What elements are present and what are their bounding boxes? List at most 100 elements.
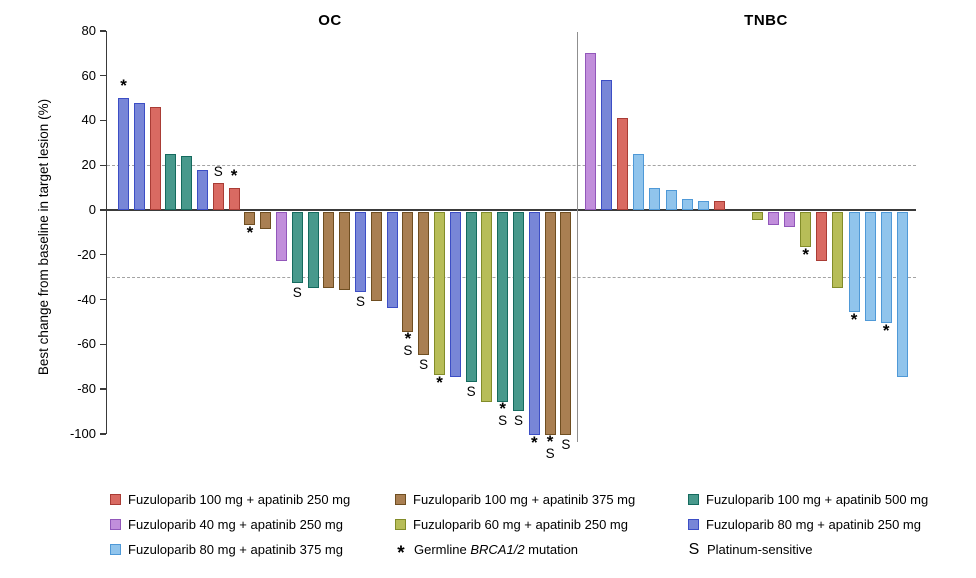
bar bbox=[402, 211, 414, 333]
bar bbox=[832, 211, 844, 288]
bar-marker: S bbox=[498, 412, 508, 428]
bar bbox=[434, 211, 445, 375]
y-tick-label: -100 bbox=[69, 425, 96, 441]
bar bbox=[370, 211, 382, 302]
bar bbox=[212, 183, 224, 210]
bar-marker: S bbox=[403, 343, 413, 359]
bar bbox=[697, 201, 709, 210]
bar bbox=[896, 211, 908, 378]
bar bbox=[784, 211, 796, 228]
reference-line bbox=[107, 165, 916, 167]
legend-column: Fuzuloparib 100 mg + apatinib 250 mg Fuzu… bbox=[110, 487, 350, 562]
brca-asterisk-symbol: * bbox=[397, 542, 405, 564]
bar bbox=[528, 211, 540, 436]
y-axis-tick bbox=[99, 119, 106, 122]
y-axis-tick bbox=[99, 254, 106, 256]
y-axis-tick bbox=[99, 343, 106, 346]
y-tick-label: 20 bbox=[81, 157, 96, 173]
bar-marker: * bbox=[404, 329, 412, 349]
legend: Fuzuloparib 100 mg + apatinib 250 mg Fuzu… bbox=[0, 487, 976, 572]
legend-column: Fuzuloparib 100 mg + apatinib 375 mg Fuzu… bbox=[395, 487, 635, 564]
bar-marker: * bbox=[546, 432, 554, 452]
bar bbox=[633, 154, 645, 210]
legend-item-fz80_ap375: Fuzuloparib 80 mg + apatinib 375 mg bbox=[110, 537, 350, 562]
y-tick-label: 60 bbox=[81, 67, 96, 83]
y-tick-label: 0 bbox=[88, 202, 96, 217]
y-axis-tick bbox=[99, 388, 106, 390]
bar-marker: S bbox=[513, 412, 523, 428]
bar bbox=[880, 211, 892, 324]
legend-label: Fuzuloparib 60 mg + apatinib 250 mg bbox=[413, 517, 628, 532]
legend-label: Platinum-sensitive bbox=[707, 542, 813, 557]
legend-swatch bbox=[395, 519, 406, 530]
legend-label: Germline BRCA1/2 mutation bbox=[414, 542, 579, 557]
legend-label: Fuzuloparib 40 mg + apatinib 250 mg bbox=[128, 517, 343, 532]
bar bbox=[228, 187, 240, 210]
bar bbox=[323, 211, 335, 288]
y-axis-tick bbox=[99, 298, 106, 301]
bar bbox=[751, 211, 763, 221]
bar bbox=[465, 211, 477, 382]
bar-marker: S bbox=[292, 285, 302, 301]
bar-marker: * bbox=[499, 398, 506, 418]
bar-marker: S bbox=[466, 383, 476, 399]
bar-marker: S bbox=[545, 446, 555, 462]
bar bbox=[418, 211, 430, 355]
legend-label: Fuzuloparib 100 mg + apatinib 250 mg bbox=[128, 492, 351, 507]
legend-item-fz100_ap250: Fuzuloparib 100 mg + apatinib 250 mg bbox=[110, 487, 350, 512]
panel-title-tnbc: TNBC bbox=[744, 12, 788, 29]
legend-column: Fuzuloparib 100 mg + apatinib 500 mg Fuzu… bbox=[688, 487, 928, 562]
legend-label: Fuzuloparib 80 mg + apatinib 375 mg bbox=[128, 542, 343, 557]
bar bbox=[339, 211, 351, 290]
y-tick-label: 40 bbox=[81, 112, 96, 128]
panel-divider bbox=[577, 31, 578, 442]
bar bbox=[800, 211, 812, 248]
y-axis-line bbox=[105, 30, 107, 434]
legend-swatch bbox=[110, 544, 121, 555]
bar bbox=[260, 211, 272, 230]
y-tick-label: -80 bbox=[77, 381, 96, 397]
y-tick-label: -60 bbox=[77, 336, 96, 352]
legend-label: Fuzuloparib 100 mg + apatinib 500 mg bbox=[706, 492, 929, 507]
bar bbox=[276, 211, 287, 261]
panel-title-oc: OC bbox=[318, 12, 342, 29]
y-axis-tick bbox=[99, 30, 106, 32]
legend-swatch bbox=[110, 519, 121, 530]
bar bbox=[585, 53, 596, 210]
bar bbox=[355, 211, 366, 293]
bar bbox=[848, 211, 860, 313]
bar-marker: S bbox=[213, 164, 223, 180]
bar-marker: * bbox=[882, 321, 890, 341]
bar-marker: S bbox=[561, 437, 571, 453]
bar-marker: * bbox=[120, 76, 127, 96]
bar-marker: * bbox=[802, 245, 809, 265]
y-axis-tick bbox=[99, 74, 106, 77]
legend-item-star: * Germline BRCA1/2 mutation bbox=[395, 537, 635, 564]
legend-swatch bbox=[688, 519, 699, 530]
bar bbox=[649, 187, 661, 210]
bar-marker: * bbox=[436, 372, 443, 392]
bar-marker: * bbox=[850, 310, 858, 330]
reference-line bbox=[107, 277, 916, 279]
legend-item-fz100_ap500: Fuzuloparib 100 mg + apatinib 500 mg bbox=[688, 487, 928, 512]
y-axis-title: Best change from baseline in target lesi… bbox=[36, 98, 51, 376]
bar bbox=[768, 211, 779, 225]
y-tick-label: -40 bbox=[77, 291, 96, 307]
legend-item-s: S Platinum-sensitive bbox=[688, 537, 928, 562]
bar bbox=[497, 211, 509, 402]
bar bbox=[307, 211, 319, 288]
bar bbox=[713, 201, 725, 210]
bar bbox=[560, 211, 572, 436]
y-tick-label: -20 bbox=[77, 246, 96, 262]
legend-item-fz100_ap375: Fuzuloparib 100 mg + apatinib 375 mg bbox=[395, 487, 635, 512]
legend-label: Fuzuloparib 100 mg + apatinib 375 mg bbox=[413, 492, 636, 507]
bar-marker: S bbox=[419, 356, 429, 372]
bar bbox=[291, 211, 303, 284]
bar-marker: * bbox=[230, 165, 238, 185]
bar bbox=[118, 98, 129, 210]
bar bbox=[544, 211, 556, 436]
platinum-sensitive-symbol: S bbox=[688, 540, 700, 558]
bar bbox=[149, 107, 161, 210]
bar bbox=[864, 211, 876, 322]
